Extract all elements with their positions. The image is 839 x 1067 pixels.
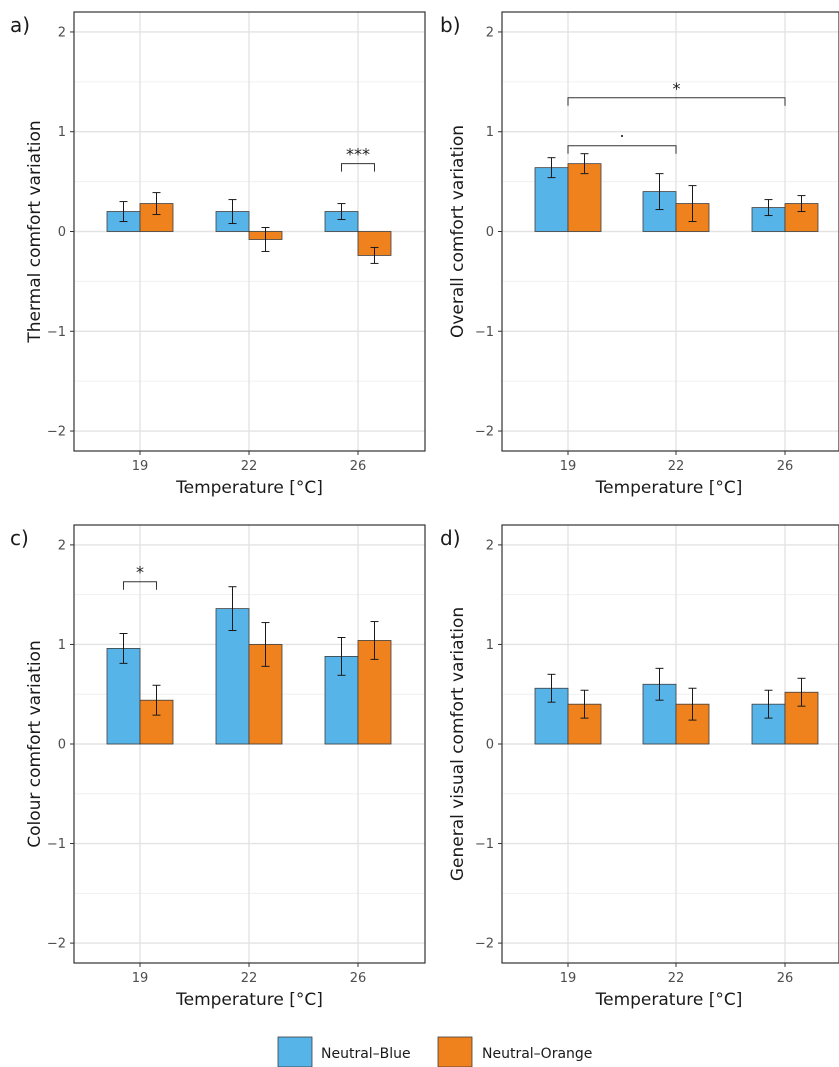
x-tick-label: 19 bbox=[560, 459, 577, 474]
y-tick-label: 0 bbox=[486, 738, 494, 753]
legend-label: Neutral–Orange bbox=[482, 1046, 592, 1062]
significance-label: * bbox=[673, 79, 681, 98]
x-axis-title: Temperature [°C] bbox=[175, 478, 323, 498]
y-axis-title: Colour comfort variation bbox=[25, 640, 45, 848]
significance-label: *** bbox=[346, 145, 370, 164]
x-tick-label: 26 bbox=[350, 459, 367, 474]
y-tick-label: 1 bbox=[486, 125, 494, 140]
y-tick-label: −1 bbox=[47, 837, 66, 852]
y-tick-label: 1 bbox=[58, 638, 66, 653]
y-tick-label: −2 bbox=[47, 425, 66, 440]
x-axis-title: Temperature [°C] bbox=[595, 478, 743, 498]
y-tick-label: −1 bbox=[475, 325, 494, 340]
x-tick-label: 22 bbox=[668, 971, 685, 986]
y-tick-label: −2 bbox=[475, 425, 494, 440]
bar-orange bbox=[139, 699, 174, 745]
x-tick-label: 19 bbox=[132, 971, 149, 986]
x-tick-label: 22 bbox=[668, 459, 685, 474]
x-axis-title: Temperature [°C] bbox=[595, 990, 743, 1010]
x-tick-label: 26 bbox=[777, 971, 794, 986]
legend-swatch-orange bbox=[437, 1036, 473, 1067]
y-tick-label: 1 bbox=[486, 638, 494, 653]
panel-tag: d) bbox=[440, 526, 461, 550]
bar-blue bbox=[215, 608, 250, 745]
significance-bracket bbox=[567, 97, 786, 106]
bar-blue bbox=[534, 167, 569, 232]
y-tick-label: 2 bbox=[486, 25, 494, 40]
y-tick-label: −2 bbox=[475, 937, 494, 952]
x-tick-label: 26 bbox=[350, 971, 367, 986]
significance-label: * bbox=[136, 563, 144, 582]
y-tick-label: 2 bbox=[58, 25, 66, 40]
legend-label: Neutral–Blue bbox=[321, 1046, 411, 1062]
y-tick-label: 2 bbox=[486, 538, 494, 553]
x-tick-label: 19 bbox=[132, 459, 149, 474]
panel-1: * · −2 −1 0 1 2 19 22 26 Temperature [°C] Overall c… bbox=[440, 11, 839, 498]
y-tick-label: −2 bbox=[47, 937, 66, 952]
y-tick-label: −1 bbox=[47, 325, 66, 340]
x-axis-title: Temperature [°C] bbox=[175, 990, 323, 1010]
significance-bracket bbox=[567, 145, 677, 154]
panel-tag: c) bbox=[10, 526, 29, 550]
y-tick-label: −1 bbox=[475, 837, 494, 852]
x-tick-label: 22 bbox=[241, 971, 258, 986]
y-tick-label: 2 bbox=[58, 538, 66, 553]
significance-bracket bbox=[341, 163, 375, 172]
panel-0: *** −2 −1 0 1 2 19 22 26 Temperature [°C] Thermal … bbox=[10, 11, 426, 498]
significance-bracket bbox=[123, 581, 157, 590]
legend-swatch-blue bbox=[277, 1036, 313, 1067]
y-tick-label: 0 bbox=[58, 738, 66, 753]
bar-blue bbox=[106, 648, 141, 745]
y-tick-label: 0 bbox=[486, 225, 494, 240]
significance-label: · bbox=[619, 127, 624, 146]
panel-tag: a) bbox=[10, 13, 30, 37]
legend: Neutral–Blue Neutral–Orange bbox=[277, 1036, 592, 1067]
y-tick-label: 1 bbox=[58, 125, 66, 140]
y-axis-title: General visual comfort variation bbox=[448, 607, 468, 881]
x-tick-label: 22 bbox=[241, 459, 258, 474]
panel-3: −2 −1 0 1 2 19 22 26 Temperature [°C] General vis… bbox=[440, 524, 839, 1010]
x-tick-label: 26 bbox=[777, 459, 794, 474]
y-axis-title: Thermal comfort variation bbox=[25, 120, 45, 343]
panel-tag: b) bbox=[440, 13, 461, 37]
panel-2: * −2 −1 0 1 2 19 22 26 Temperature [°C] Colour com… bbox=[10, 524, 426, 1010]
y-tick-label: 0 bbox=[58, 225, 66, 240]
x-tick-label: 19 bbox=[560, 971, 577, 986]
y-axis-title: Overall comfort variation bbox=[448, 125, 468, 338]
